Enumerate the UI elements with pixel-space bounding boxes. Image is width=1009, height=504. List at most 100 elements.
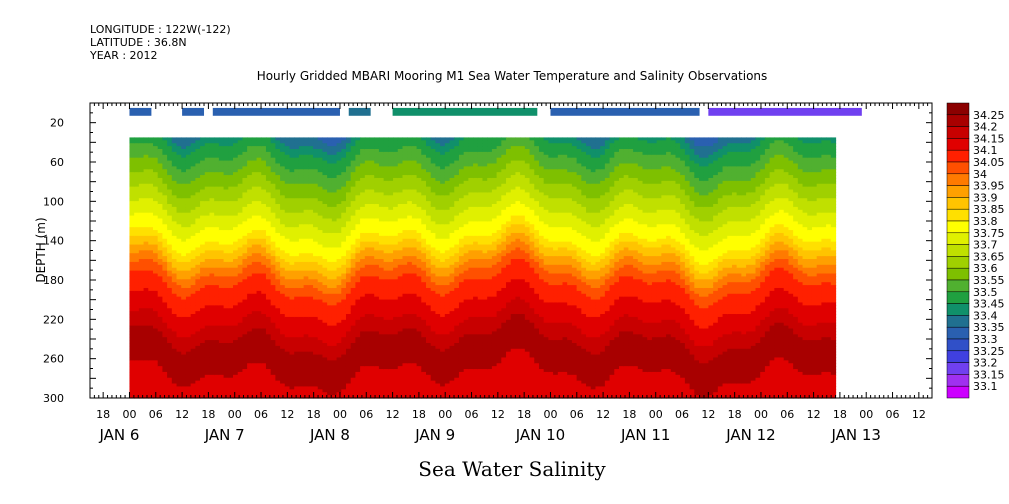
heatmap-cell bbox=[294, 189, 300, 194]
heatmap-cell bbox=[251, 241, 258, 246]
heatmap-cell bbox=[195, 230, 201, 234]
heatmap-cell bbox=[336, 325, 342, 330]
heatmap-cell bbox=[322, 348, 328, 353]
heatmap-cell bbox=[280, 351, 286, 356]
heatmap-cell bbox=[327, 348, 333, 353]
heatmap-cell bbox=[167, 316, 173, 321]
heatmap-cell bbox=[374, 282, 380, 286]
heatmap-cell bbox=[237, 259, 244, 263]
heatmap-cell bbox=[223, 241, 229, 246]
heatmap-cell bbox=[138, 149, 145, 153]
heatmap-cell bbox=[228, 311, 234, 315]
heatmap-cell bbox=[242, 342, 248, 347]
heatmap-cell bbox=[341, 166, 347, 170]
heatmap-cell bbox=[181, 163, 187, 167]
heatmap-cell bbox=[345, 319, 352, 324]
heatmap-cell bbox=[153, 180, 159, 185]
heatmap-cell bbox=[204, 235, 211, 240]
heatmap-cell bbox=[289, 157, 295, 162]
heatmap-cell bbox=[313, 340, 319, 344]
heatmap-cell bbox=[228, 270, 234, 275]
heatmap-cell bbox=[251, 264, 258, 269]
heatmap-cell bbox=[242, 215, 248, 220]
heatmap-cell bbox=[280, 363, 286, 367]
heatmap-cell bbox=[322, 296, 328, 301]
heatmap-cell bbox=[228, 209, 234, 214]
heatmap-cell bbox=[294, 328, 300, 333]
heatmap-cell bbox=[275, 247, 281, 251]
heatmap-cell bbox=[364, 290, 371, 295]
heatmap-cell bbox=[345, 279, 352, 283]
heatmap-cell bbox=[176, 299, 182, 304]
heatmap-cell bbox=[185, 169, 192, 173]
heatmap-cell bbox=[228, 247, 234, 251]
heatmap-cell bbox=[378, 230, 385, 234]
heatmap-cell bbox=[204, 253, 211, 257]
heatmap-cell bbox=[378, 287, 385, 292]
heatmap-cell bbox=[209, 149, 215, 153]
heatmap-cell bbox=[185, 311, 192, 315]
heatmap-cell bbox=[360, 386, 366, 390]
heatmap-cell bbox=[369, 389, 375, 393]
heatmap-cell bbox=[284, 296, 291, 301]
heatmap-cell bbox=[383, 308, 389, 312]
heatmap-cell bbox=[204, 374, 211, 379]
heatmap-cell bbox=[129, 302, 135, 306]
heatmap-cell bbox=[143, 151, 149, 156]
heatmap-cell bbox=[345, 146, 352, 150]
heatmap-cell bbox=[204, 308, 211, 312]
heatmap-cell bbox=[171, 241, 178, 246]
heatmap-cell bbox=[383, 369, 389, 373]
heatmap-cell bbox=[265, 308, 272, 312]
heatmap-cell bbox=[270, 305, 276, 309]
heatmap-cell bbox=[181, 247, 187, 251]
heatmap-cell bbox=[374, 319, 380, 324]
heatmap-cell bbox=[256, 189, 262, 194]
heatmap-cell bbox=[383, 311, 389, 315]
heatmap-cell bbox=[233, 319, 239, 324]
heatmap-cell bbox=[364, 143, 371, 147]
heatmap-cell bbox=[204, 140, 211, 144]
heatmap-cell bbox=[247, 371, 253, 376]
heatmap-cell bbox=[200, 172, 206, 176]
heatmap-cell bbox=[185, 299, 192, 304]
heatmap-cell bbox=[308, 218, 314, 222]
heatmap-cell bbox=[327, 345, 333, 350]
heatmap-cell bbox=[383, 253, 389, 257]
heatmap-cell bbox=[134, 299, 140, 304]
heatmap-cell bbox=[303, 198, 309, 202]
heatmap-cell bbox=[331, 302, 338, 306]
heatmap-cell bbox=[181, 357, 187, 361]
heatmap-cell bbox=[233, 215, 239, 220]
heatmap-cell bbox=[298, 154, 305, 159]
heatmap-cell bbox=[237, 290, 244, 295]
heatmap-cell bbox=[327, 215, 333, 220]
heatmap-cell bbox=[308, 290, 314, 295]
heatmap-cell bbox=[383, 357, 389, 361]
heatmap-cell bbox=[284, 143, 291, 147]
heatmap-cell bbox=[247, 302, 253, 306]
heatmap-cell bbox=[289, 189, 295, 194]
heatmap-cell bbox=[218, 282, 225, 286]
heatmap-cell bbox=[148, 160, 154, 165]
heatmap-cell bbox=[143, 235, 149, 240]
heatmap-cell bbox=[157, 392, 164, 396]
heatmap-cell bbox=[134, 325, 140, 330]
heatmap-cell bbox=[350, 264, 357, 269]
heatmap-cell bbox=[336, 221, 342, 225]
heatmap-cell bbox=[214, 366, 220, 370]
heatmap-cell bbox=[378, 166, 385, 170]
heatmap-cell bbox=[289, 204, 295, 208]
heatmap-cell bbox=[261, 316, 267, 321]
heatmap-cell bbox=[143, 163, 149, 167]
heatmap-cell bbox=[378, 392, 385, 396]
heatmap-cell bbox=[157, 143, 164, 147]
heatmap-cell bbox=[247, 146, 253, 150]
heatmap-cell bbox=[374, 331, 380, 335]
heatmap-cell bbox=[200, 221, 206, 225]
heatmap-cell bbox=[228, 259, 234, 263]
heatmap-cell bbox=[190, 279, 196, 283]
heatmap-cell bbox=[369, 267, 375, 272]
heatmap-cell bbox=[265, 395, 272, 399]
heatmap-cell bbox=[143, 305, 149, 309]
